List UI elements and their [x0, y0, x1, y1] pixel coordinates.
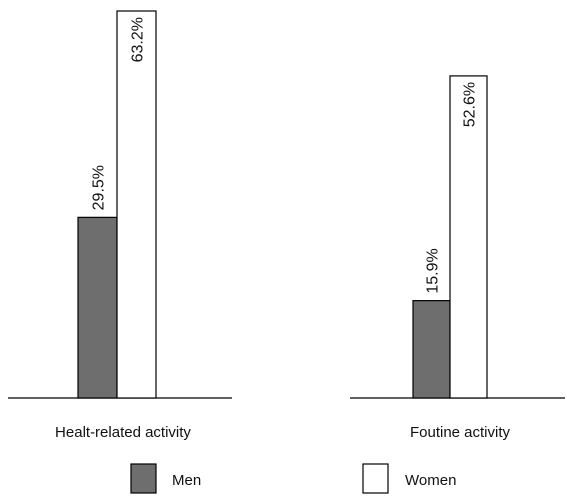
bar-women-0 — [116, 10, 157, 399]
bar-women-1 — [449, 75, 488, 399]
chart-legend: Men Women — [130, 463, 456, 494]
legend-label-men: Men — [172, 472, 201, 489]
bar-men-1 — [412, 300, 451, 399]
legend-swatch-women — [362, 463, 389, 494]
chart-value-labels: 29.5% 63.2% 15.9% 52.6% — [91, 17, 479, 294]
chart-category-labels: Healt-related activity Foutine activity — [55, 424, 510, 441]
category-label-1: Foutine activity — [410, 424, 511, 441]
value-label-women-1: 52.6% — [462, 82, 479, 127]
chart-bars — [77, 10, 488, 399]
value-label-men-1: 15.9% — [425, 248, 442, 293]
category-label-0: Healt-related activity — [55, 424, 191, 441]
value-label-men-0: 29.5% — [91, 165, 108, 210]
value-label-women-0: 63.2% — [130, 17, 147, 62]
bar-men-0 — [77, 216, 118, 399]
legend-label-women: Women — [405, 472, 456, 489]
legend-swatch-men — [130, 463, 157, 494]
